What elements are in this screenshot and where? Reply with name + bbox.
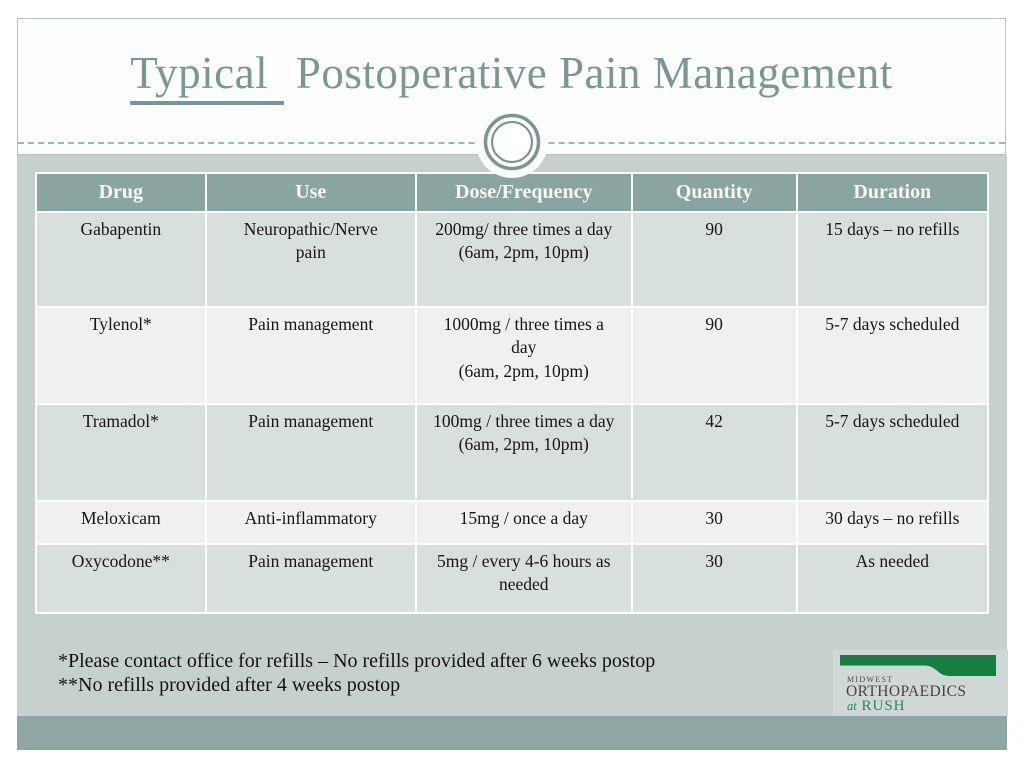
dose-text: 100mg / three times a day [433,411,615,431]
cell-duration: 15 days – no refills [797,213,987,306]
cell-quantity: 30 [632,545,796,612]
cell-drug: Oxycodone** [37,545,205,612]
title-rest: Postoperative Pain Management [284,48,893,98]
logo-orthopaedics-text: ORTHOPAEDICS [846,683,967,700]
column-header-use: Use [206,174,415,211]
cell-use: Pain management [206,308,415,403]
cell-dose: 5mg / every 4-6 hours as needed [416,545,631,612]
table-row: Tylenol* Pain management 1000mg / three … [37,308,987,403]
dose-text: 200mg/ three times a day [435,219,613,239]
cell-quantity: 90 [632,213,796,306]
midwest-orthopaedics-logo: MIDWEST ORTHOPAEDICS at RUSH [833,650,1008,716]
cell-quantity: 90 [632,308,796,403]
table-row: Oxycodone** Pain management 5mg / every … [37,545,987,612]
footnote-no-refills: **No refills provided after 4 weeks post… [58,674,401,696]
dose-schedule: (6am, 2pm, 10pm) [458,360,589,381]
dose-schedule: (6am, 2pm, 10pm) [458,242,589,263]
cell-drug: Meloxicam [37,502,205,543]
dose-text: 5mg / every 4-6 hours as needed [437,551,611,595]
cell-dose: 15mg / once a day [416,502,631,543]
column-header-dose-frequency: Dose/Frequency [416,174,631,211]
cell-quantity: 42 [632,405,796,500]
column-header-quantity: Quantity [632,174,796,211]
cell-drug: Tramadol* [37,405,205,500]
footnote-refills: *Please contact office for refills – No … [58,650,656,672]
column-header-duration: Duration [797,174,987,211]
cell-duration: As needed [797,545,987,612]
circle-ornament-icon [476,106,548,178]
slide-bottom-band [17,716,1007,750]
logo-rush-word: RUSH [861,698,906,714]
cell-use: Pain management [206,545,415,612]
cell-use: Pain management [206,405,415,500]
table-row: Gabapentin Neuropathic/Nerve pain 200mg/… [37,213,987,306]
cell-duration: 30 days – no refills [797,502,987,543]
cell-drug: Gabapentin [37,213,205,306]
dose-text: 1000mg / three times a day [443,314,604,358]
footnotes: *Please contact office for refills – No … [58,649,655,697]
cell-dose: 200mg/ three times a day (6am, 2pm, 10pm… [416,213,631,306]
cell-use: Anti-inflammatory [206,502,415,543]
logo-at-rush-text: at RUSH [847,698,906,715]
cell-dose: 1000mg / three times a day (6am, 2pm, 10… [416,308,631,403]
dose-schedule: (6am, 2pm, 10pm) [458,434,589,455]
logo-green-swoosh-icon [840,655,996,676]
page-title: Typical Postoperative Pain Management [18,48,1005,105]
cell-drug: Tylenol* [37,308,205,403]
logo-at-word: at [847,699,857,713]
cell-duration: 5-7 days scheduled [797,405,987,500]
title-underlined-word: Typical [130,48,285,105]
cell-quantity: 30 [632,502,796,543]
table-header-row: Drug Use Dose/Frequency Quantity Duratio… [37,174,987,211]
cell-duration: 5-7 days scheduled [797,308,987,403]
cell-use: Neuropathic/Nerve pain [206,213,415,306]
dose-text: 15mg / once a day [459,508,588,528]
logo-midwest-text: MIDWEST [847,675,894,684]
title-box: Typical Postoperative Pain Management [17,18,1006,155]
table-row: Tramadol* Pain management 100mg / three … [37,405,987,500]
table-row: Meloxicam Anti-inflammatory 15mg / once … [37,502,987,543]
medication-table: Drug Use Dose/Frequency Quantity Duratio… [35,172,989,614]
cell-dose: 100mg / three times a day (6am, 2pm, 10p… [416,405,631,500]
column-header-drug: Drug [37,174,205,211]
